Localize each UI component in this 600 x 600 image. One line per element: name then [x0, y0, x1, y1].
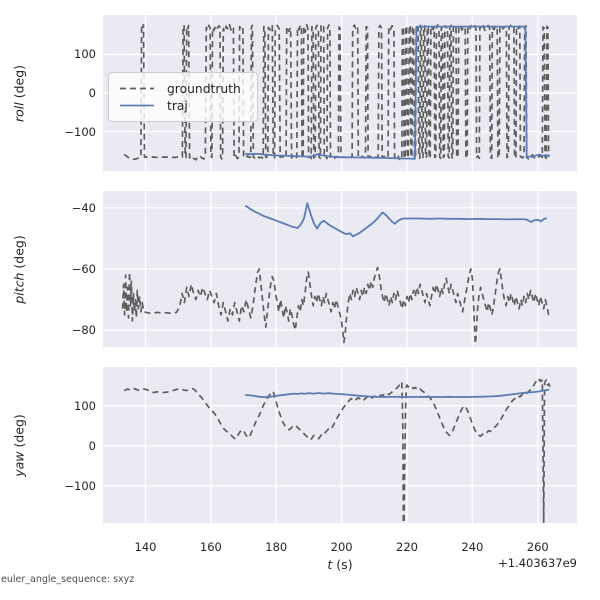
yaw-axis-label: yaw (deg) — [12, 368, 29, 524]
x-axis-label-unit: (s) — [332, 557, 353, 572]
roll-axis-label: roll (deg) — [12, 16, 29, 172]
yaw-groundtruth-line — [123, 378, 552, 523]
roll-traj-line — [245, 25, 550, 160]
yaw-axes-background — [103, 367, 577, 523]
x-tick-label: 180 — [265, 540, 288, 554]
y-tick-label: 100 — [74, 398, 96, 413]
pitch-axis-label-var: pitch — [11, 272, 27, 304]
roll-groundtruth-line — [123, 23, 551, 161]
y-tick-label: −40 — [71, 200, 96, 215]
roll-axis-label-unit: (deg) — [11, 64, 27, 103]
y-tick-label: 0 — [88, 438, 96, 453]
dashed-line-sample — [120, 87, 154, 90]
legend-entry-traj: traj — [109, 99, 257, 113]
pitch-axis-label: pitch (deg) — [12, 192, 29, 348]
pitch-subplot — [103, 191, 577, 347]
yaw-axis-label-unit: (deg) — [11, 414, 27, 452]
y-tick-label: −100 — [64, 478, 96, 493]
legend-label-groundtruth: groundtruth — [167, 81, 241, 96]
x-tick-label: 200 — [330, 540, 353, 554]
euler-sequence-footnote: euler_angle_sequence: sxyz — [1, 574, 135, 585]
x-tick-label: 140 — [134, 540, 157, 554]
yaw-subplot — [103, 367, 577, 523]
x-tick-label: 160 — [199, 540, 222, 554]
y-tick-label: 100 — [74, 47, 96, 62]
legend-label-traj: traj — [167, 98, 188, 113]
x-tick-label: 260 — [526, 540, 549, 554]
pitch-axis-label-unit: (deg) — [11, 235, 27, 273]
legend-entry-groundtruth: groundtruth — [109, 82, 257, 96]
pitch-traj-line — [244, 202, 548, 238]
y-tick-label: 0 — [88, 86, 96, 100]
y-tick-label: −80 — [71, 323, 96, 338]
solid-line-sample — [120, 104, 154, 107]
legend: groundtruth traj — [108, 72, 258, 122]
x-axis-label-var: t — [327, 557, 333, 572]
roll-axis-label-var: roll — [11, 102, 27, 123]
pitch-groundtruth-line — [121, 266, 551, 345]
yaw-axis-label-var: yaw — [11, 451, 27, 477]
y-tick-label: −60 — [71, 262, 96, 276]
x-tick-label: 220 — [396, 540, 418, 554]
y-tick-label: −100 — [64, 124, 96, 139]
x-axis-label: t (s) — [300, 557, 380, 572]
yaw-traj-line — [245, 388, 550, 399]
x-axis-offset-text: +1.403637e9 — [498, 556, 577, 570]
x-tick-label: 240 — [461, 540, 484, 554]
